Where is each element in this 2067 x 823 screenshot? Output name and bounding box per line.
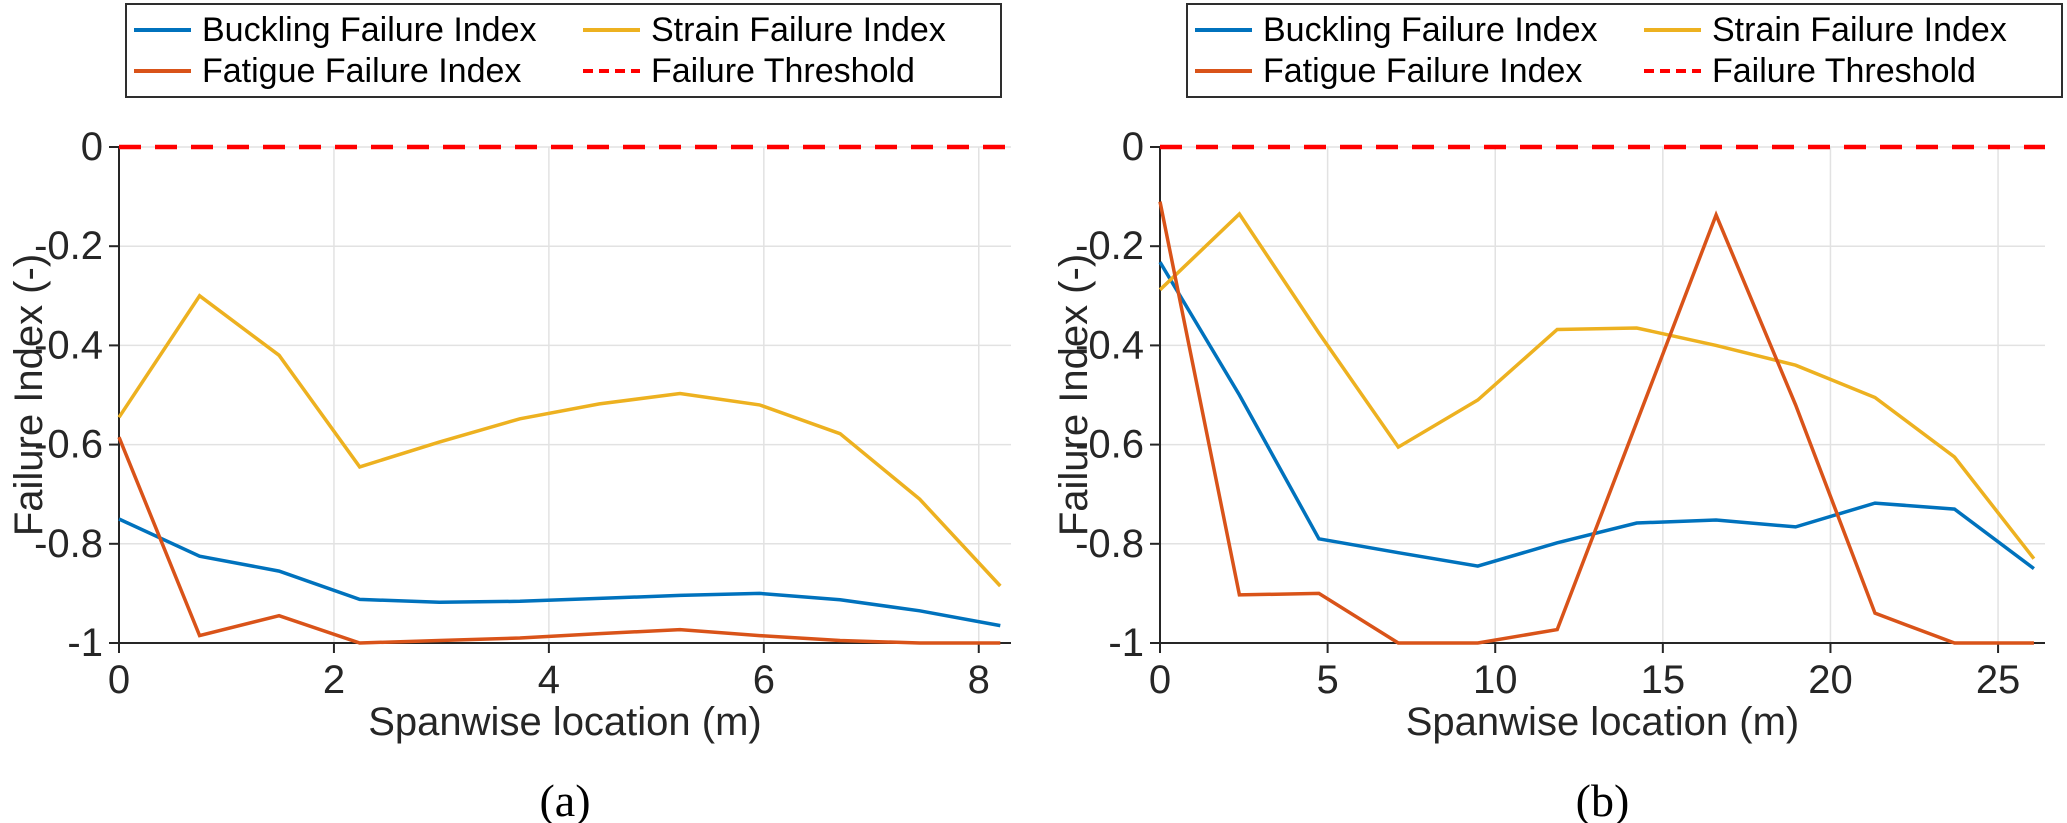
legend-box-a: Buckling Failure Index Strain Failure In… [125, 3, 1002, 98]
chart-canvas-a: 0 2 4 6 8 0 -0.2 -0.4 -0.6 -0.8 -1 Spanwise locatio… [7, 125, 1011, 823]
x-tick-label: 20 [1808, 658, 1853, 702]
buckling-line-swatch [134, 27, 191, 32]
tick-marks [109, 146, 980, 653]
x-tick-label: 2 [323, 658, 345, 702]
x-tick-label: 6 [753, 658, 775, 702]
y-tick-label: -0.4 [34, 323, 103, 367]
legend-item-buckling: Buckling Failure Index [1195, 13, 1644, 47]
legend-item-threshold: Failure Threshold [583, 54, 1000, 88]
legend-box-b: Buckling Failure Index Strain Failure In… [1186, 3, 2063, 98]
x-tick-label: 25 [1976, 658, 2021, 702]
subplot-caption: (b) [1576, 775, 1630, 823]
legend-label-buckling: Buckling Failure Index [1263, 10, 1598, 49]
axis-spines [1159, 147, 2045, 644]
legend-item-strain: Strain Failure Index [583, 13, 1000, 47]
series-line-buckling-failure-index [118, 517, 1001, 628]
x-tick-label: 4 [538, 658, 560, 702]
tick-labels: 0 5 10 15 20 25 0 -0.2 -0.4 -0.6 -0.8 -1 [1075, 125, 2020, 702]
panel-a: 0 2 4 6 8 0 -0.2 -0.4 -0.6 -0.8 -1 Spanwise locatio… [0, 0, 1033, 823]
y-axis-label: Failure Index (-) [7, 254, 51, 536]
panel-b: 0 5 10 15 20 25 0 -0.2 -0.4 -0.6 -0.8 -1 Spanwise lo… [1033, 0, 2067, 823]
x-tick-label: 0 [1149, 658, 1171, 702]
y-tick-label: -0.6 [34, 423, 103, 467]
legend-label-threshold: Failure Threshold [1712, 52, 1976, 91]
legend-label-strain: Strain Failure Index [1712, 10, 2007, 49]
axis-spines [118, 147, 1011, 644]
y-tick-label: -0.4 [1075, 323, 1144, 367]
series-line-strain-failure-index [1158, 211, 2036, 560]
legend-label-threshold: Failure Threshold [651, 52, 915, 91]
y-tick-label: -0.8 [34, 522, 103, 566]
strain-line-swatch [583, 27, 640, 32]
x-axis-label: Spanwise location (m) [368, 700, 762, 744]
threshold-dash-swatch [583, 69, 640, 74]
gridlines [119, 146, 1011, 644]
legend-label-buckling: Buckling Failure Index [202, 10, 537, 49]
y-tick-label: -1 [67, 621, 103, 665]
y-tick-label: -0.2 [34, 224, 103, 268]
series-line-buckling-failure-index [1158, 261, 2035, 571]
y-tick-label: -1 [1108, 621, 1144, 665]
legend-item-threshold: Failure Threshold [1644, 54, 2061, 88]
legend-label-fatigue: Fatigue Failure Index [1263, 52, 1583, 91]
x-tick-label: 15 [1641, 658, 1686, 702]
legend-item-strain: Strain Failure Index [1644, 13, 2061, 47]
strain-line-swatch [1644, 27, 1701, 32]
tick-labels: 0 2 4 6 8 0 -0.2 -0.4 -0.6 -0.8 -1 [34, 125, 990, 702]
x-tick-label: 0 [108, 658, 130, 702]
legend-item-fatigue: Fatigue Failure Index [134, 54, 583, 88]
series-line-fatigue-failure-index [1158, 201, 2034, 645]
y-axis-label: Failure Index (-) [1052, 254, 1096, 536]
subplot-caption: (a) [539, 775, 590, 823]
y-tick-label: -0.8 [1075, 522, 1144, 566]
fatigue-line-swatch [1195, 69, 1252, 74]
y-tick-label: 0 [1122, 125, 1144, 169]
gridlines [1160, 146, 2045, 644]
x-tick-label: 5 [1316, 658, 1338, 702]
legend-label-fatigue: Fatigue Failure Index [202, 52, 522, 91]
fatigue-line-swatch [134, 69, 191, 74]
y-tick-label: -0.2 [1075, 224, 1144, 268]
x-axis-label: Spanwise location (m) [1406, 700, 1800, 744]
series-line-fatigue-failure-index [117, 436, 1001, 645]
tick-marks [1150, 146, 2000, 653]
legend-item-fatigue: Fatigue Failure Index [1195, 54, 1644, 88]
x-tick-label: 10 [1473, 658, 1518, 702]
legend-item-buckling: Buckling Failure Index [134, 13, 583, 47]
series-line-strain-failure-index [117, 293, 1002, 588]
x-tick-label: 8 [968, 658, 990, 702]
chart-canvas-b: 0 5 10 15 20 25 0 -0.2 -0.4 -0.6 -0.8 -1 Spanwise lo… [1052, 125, 2045, 823]
legend-label-strain: Strain Failure Index [651, 10, 946, 49]
threshold-dash-swatch [1644, 69, 1701, 74]
buckling-line-swatch [1195, 27, 1252, 32]
y-tick-label: -0.6 [1075, 423, 1144, 467]
y-tick-label: 0 [81, 125, 103, 169]
